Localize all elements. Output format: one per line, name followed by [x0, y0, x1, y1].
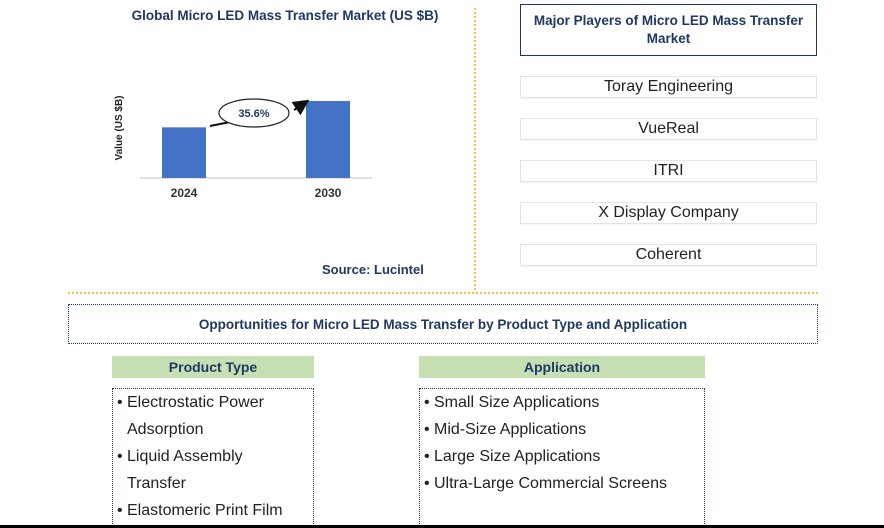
- bullet: •: [424, 421, 430, 438]
- horizontal-divider: [68, 292, 818, 294]
- list-item-text: Electrostatic Power: [127, 394, 264, 411]
- list-item: • Small Size Applications: [424, 389, 700, 416]
- bottom-border: [0, 525, 884, 528]
- opportunities-title: Opportunities for Micro LED Mass Transfe…: [68, 304, 818, 344]
- list-item: • Large Size Applications: [424, 443, 700, 470]
- application-header: Application: [419, 356, 705, 378]
- bar-chart: 35.6%: [140, 98, 372, 179]
- player-item: ITRI: [520, 160, 817, 182]
- player-item: Toray Engineering: [520, 76, 817, 98]
- list-item-text: Adsorption: [127, 421, 204, 438]
- tick-label-2030: 2030: [314, 186, 342, 200]
- list-item: Adsorption: [117, 416, 309, 443]
- tick-label-2024: 2024: [170, 186, 198, 200]
- list-item-text: Elastomeric Print Film: [127, 502, 283, 519]
- list-item-text: Large Size Applications: [434, 448, 601, 465]
- players-header: Major Players of Micro LED Mass Transfer…: [520, 4, 817, 56]
- bullet: •: [424, 448, 430, 465]
- bullet: •: [117, 502, 123, 519]
- growth-arrow-right: [291, 99, 310, 116]
- player-item: VueReal: [520, 118, 817, 140]
- bullet: •: [117, 448, 123, 465]
- player-item: X Display Company: [520, 202, 817, 224]
- list-item-text: Small Size Applications: [434, 394, 600, 411]
- bullet: •: [424, 475, 430, 492]
- product-type-list: • Electrostatic Power Adsorption • Liquid …: [112, 388, 314, 526]
- bar-2024: [162, 127, 206, 178]
- source-label: Source: Lucintel: [322, 262, 424, 277]
- list-item-text: Mid-Size Applications: [434, 421, 587, 438]
- growth-label: 35.6%: [238, 108, 269, 120]
- list-item: • Ultra-Large Commercial Screens: [424, 470, 700, 497]
- list-item: • Electrostatic Power: [117, 389, 309, 416]
- product-type-header: Product Type: [112, 356, 314, 378]
- bar-2030: [306, 101, 350, 178]
- vertical-divider: [474, 8, 476, 290]
- bullet: [117, 416, 127, 443]
- list-item: • Elastomeric Print Film: [117, 497, 309, 524]
- list-item: • Liquid Assembly: [117, 443, 309, 470]
- list-item: Transfer: [117, 470, 309, 497]
- list-item: • Mid-Size Applications: [424, 416, 700, 443]
- list-item-text: Transfer: [127, 475, 186, 492]
- chart-title: Global Micro LED Mass Transfer Market (U…: [131, 8, 439, 23]
- bullet: [117, 470, 127, 497]
- growth-bubble: [218, 98, 290, 128]
- application-list: • Small Size Applications • Mid-Size Appli…: [419, 388, 705, 526]
- list-item-text: Ultra-Large Commercial Screens: [434, 475, 667, 492]
- bullet: •: [424, 394, 430, 411]
- list-item-text: Liquid Assembly: [127, 448, 243, 465]
- player-item: Coherent: [520, 244, 817, 266]
- bullet: •: [117, 394, 123, 411]
